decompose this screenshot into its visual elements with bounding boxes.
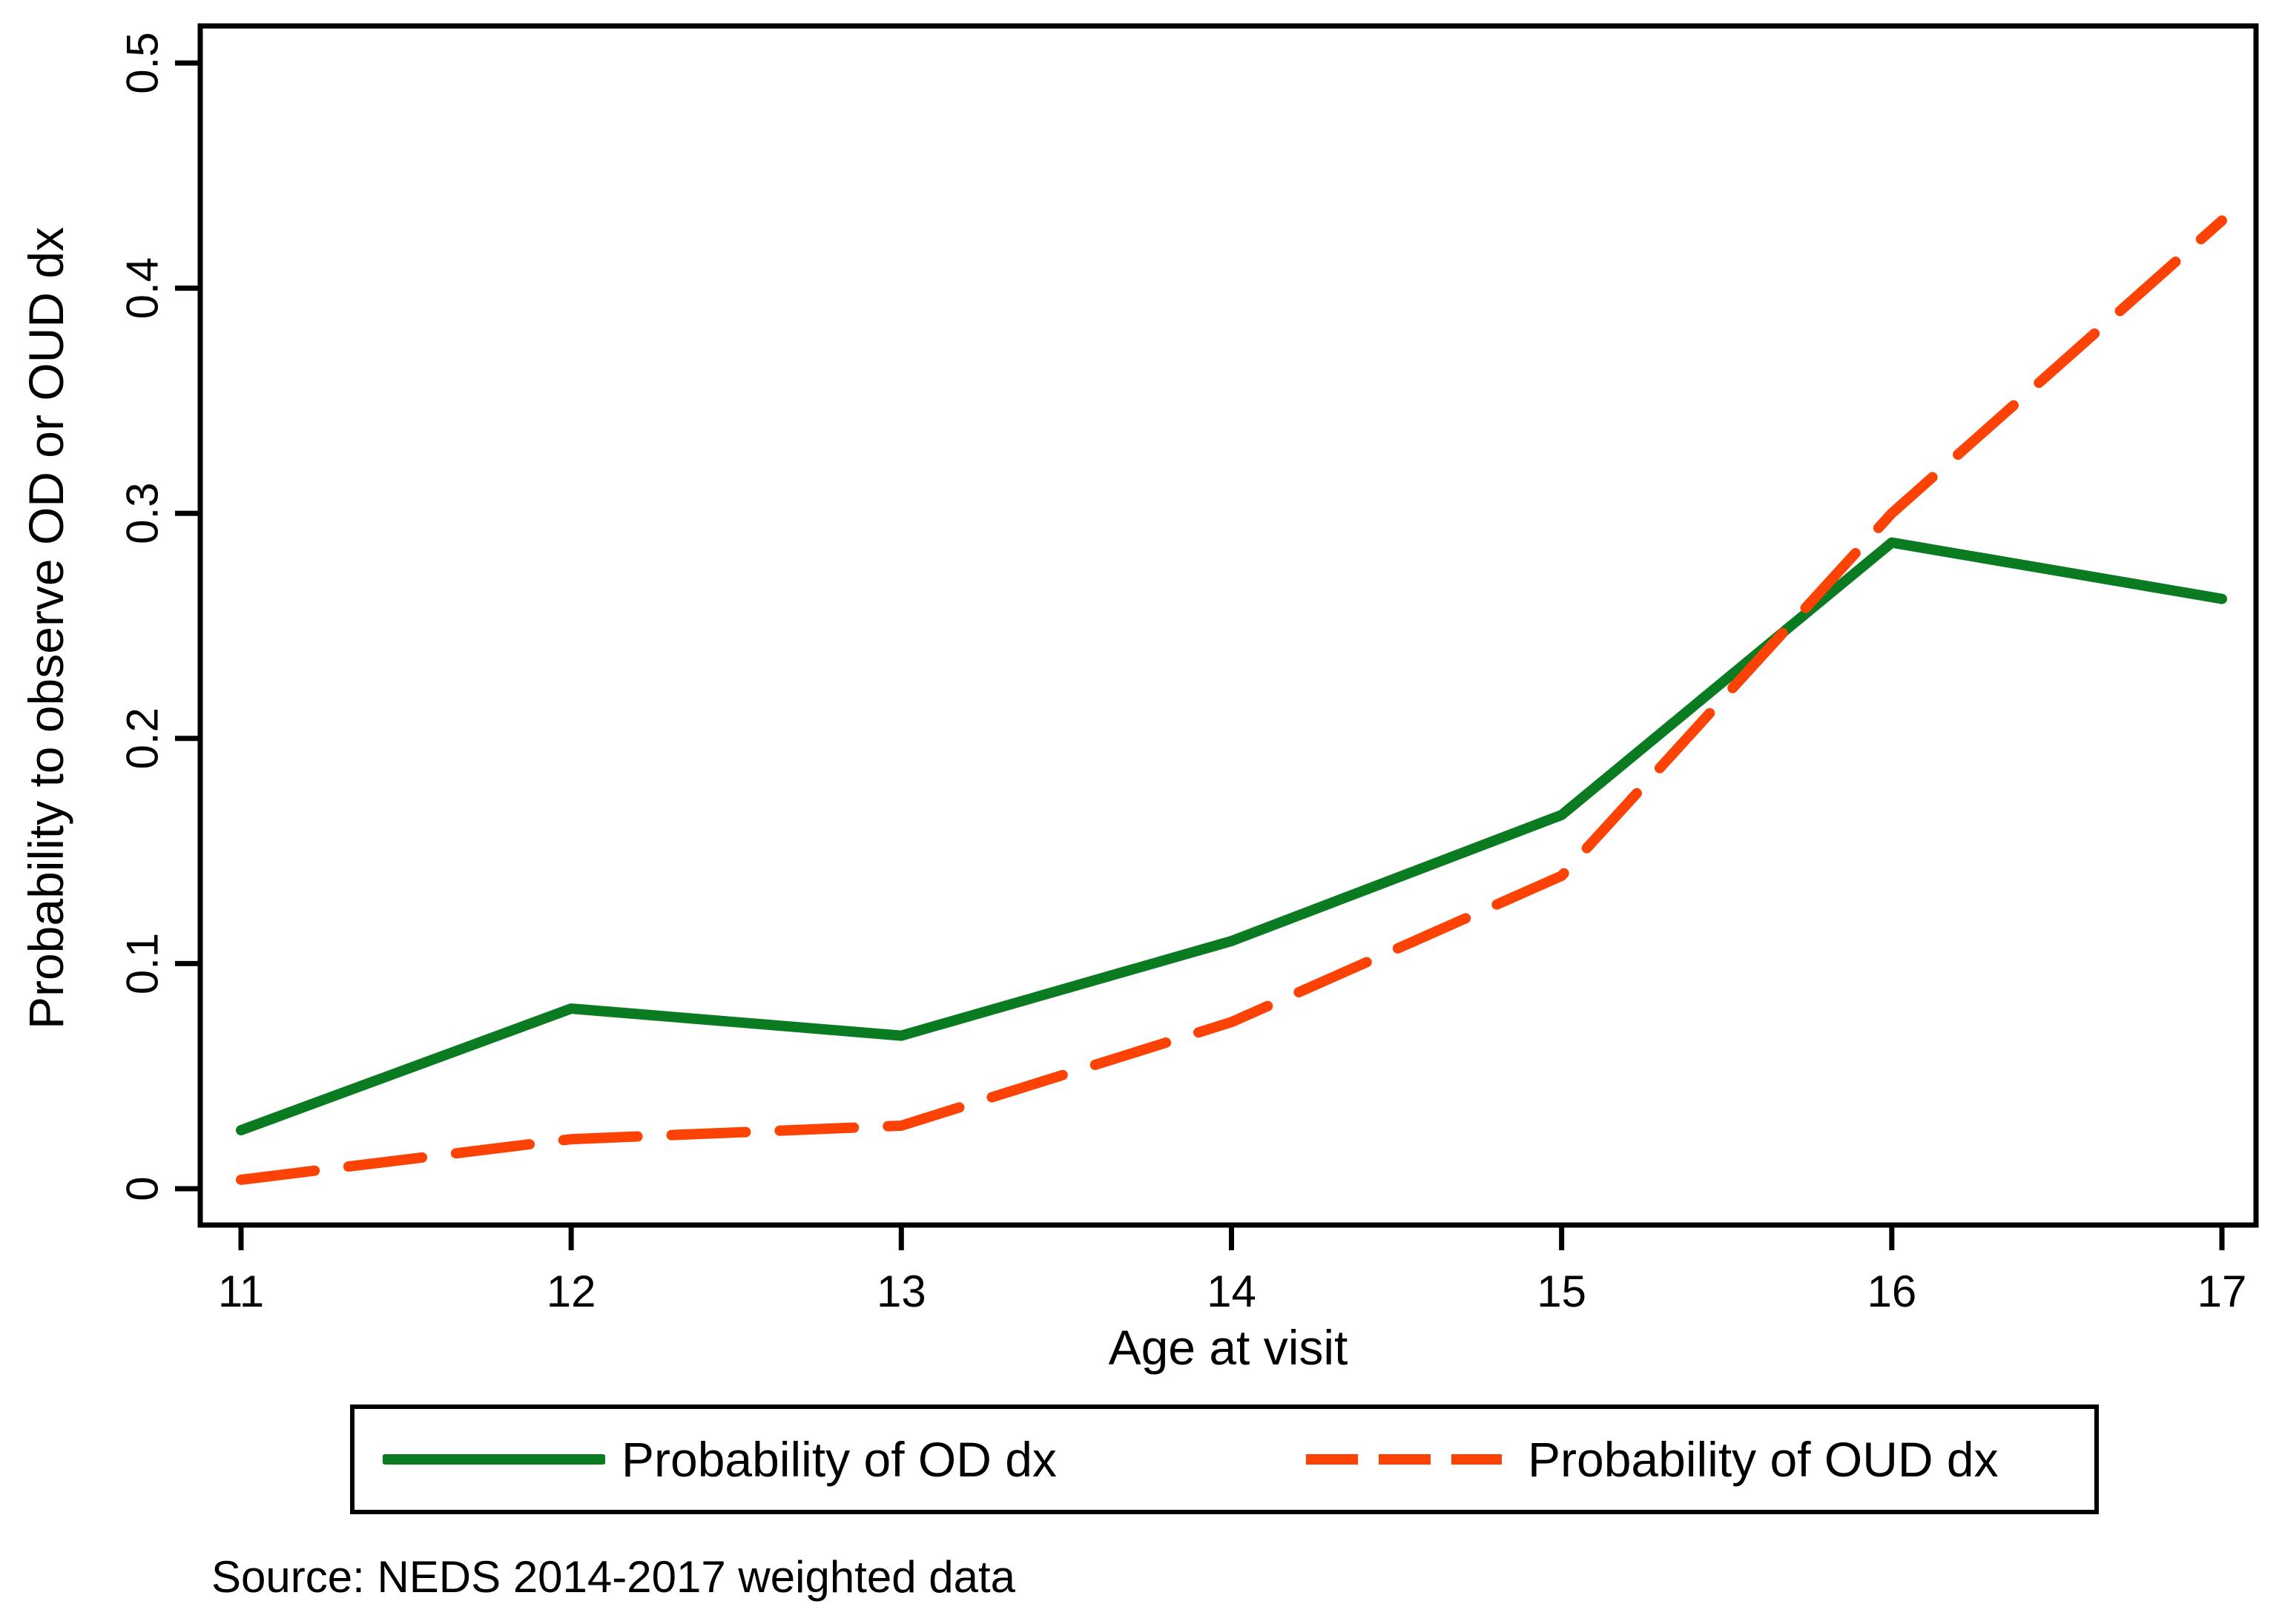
x-tick-label: 14 (1207, 1267, 1256, 1316)
x-axis-title: Age at visit (1108, 1320, 1348, 1375)
y-tick-label: 0.5 (118, 32, 168, 93)
od-line (236, 537, 2227, 1136)
x-tick-label: 16 (1867, 1267, 1916, 1316)
x-tick-label: 17 (2197, 1267, 2247, 1316)
y-axis-title: Probability to observe OD or OUD dx (19, 226, 73, 1030)
x-tick-label: 12 (547, 1267, 596, 1316)
y-tick-label: 0.3 (118, 482, 168, 544)
x-tick-label: 13 (877, 1267, 926, 1316)
od-legend-label: Probability of OD dx (621, 1432, 1057, 1487)
x-tick-label: 11 (218, 1267, 264, 1316)
y-tick-label: 0.2 (118, 707, 168, 769)
oud-line-legend-swatch (1306, 1454, 1502, 1465)
oud-line (236, 215, 2227, 1185)
y-tick-label: 0 (118, 1176, 168, 1201)
source-note: Source: NEDS 2014-2017 weighted data (211, 1552, 1016, 1602)
y-tick-label: 0.1 (118, 933, 168, 994)
od-line-legend-swatch (383, 1454, 605, 1465)
plot-border (197, 23, 2259, 1228)
oud-legend-label: Probability of OUD dx (1528, 1432, 1999, 1487)
y-tick-label: 0.4 (118, 257, 168, 319)
legend: Probability of OD dx Probability of OUD … (350, 1405, 2099, 1514)
x-tick-label: 15 (1537, 1267, 1586, 1316)
